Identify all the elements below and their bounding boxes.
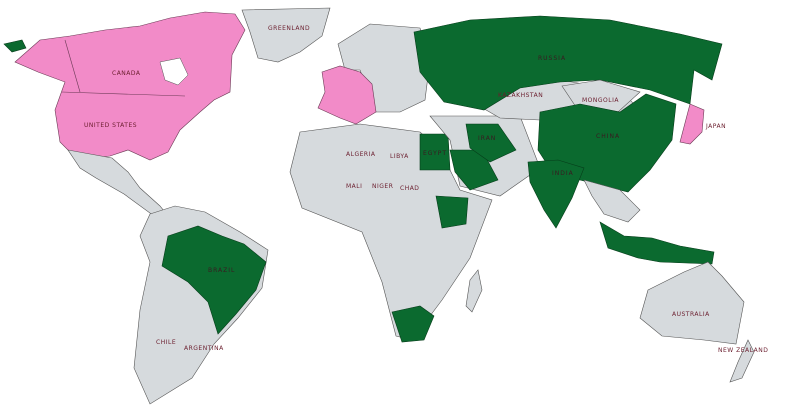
label-iran: IRAN — [478, 135, 496, 142]
label-argentina: ARGENTINA — [184, 345, 224, 352]
region-egypt — [419, 133, 451, 171]
region-greenland — [241, 7, 331, 63]
region-japan — [679, 103, 705, 145]
region-australia — [639, 261, 745, 345]
label-mali: MALI — [346, 183, 362, 190]
label-chad: CHAD — [400, 185, 419, 192]
label-new-zealand: NEW ZEALAND — [718, 347, 768, 354]
region-iran — [465, 123, 517, 163]
hudson-bay — [159, 57, 189, 86]
label-japan: JAPAN — [705, 123, 726, 130]
label-libya: LIBYA — [390, 153, 409, 160]
canada-us-border — [61, 91, 186, 97]
region-russia-east-tip — [3, 39, 27, 53]
region-brazil — [161, 225, 267, 335]
region-ethiopia — [435, 195, 469, 229]
label-brazil: BRAZIL — [208, 267, 235, 274]
region-indonesia — [599, 221, 715, 265]
region-canada-usa — [14, 11, 246, 161]
label-kazakhstan: KAZAKHSTAN — [498, 92, 543, 99]
region-madagascar — [465, 269, 483, 313]
label-algeria: ALGERIA — [346, 151, 376, 158]
alaska-border — [64, 39, 81, 93]
label-australia: AUSTRALIA — [672, 311, 710, 318]
label-canada: CANADA — [112, 70, 141, 77]
region-eu-group — [317, 65, 377, 125]
region-india — [527, 159, 585, 229]
region-new-zealand — [729, 339, 755, 383]
region-south-africa — [391, 305, 435, 343]
label-china: CHINA — [596, 133, 620, 140]
label-greenland: GREENLAND — [268, 25, 310, 32]
label-mongolia: MONGOLIA — [582, 97, 619, 104]
label-egypt: EGYPT — [423, 150, 447, 157]
label-chile: CHILE — [156, 339, 176, 346]
label-niger: NIGER — [372, 183, 393, 190]
label-india: INDIA — [552, 170, 574, 177]
region-central-america — [67, 149, 169, 217]
label-usa: UNITED STATES — [84, 122, 137, 129]
region-southeast-asia — [583, 179, 641, 223]
label-russia: RUSSIA — [538, 55, 566, 62]
